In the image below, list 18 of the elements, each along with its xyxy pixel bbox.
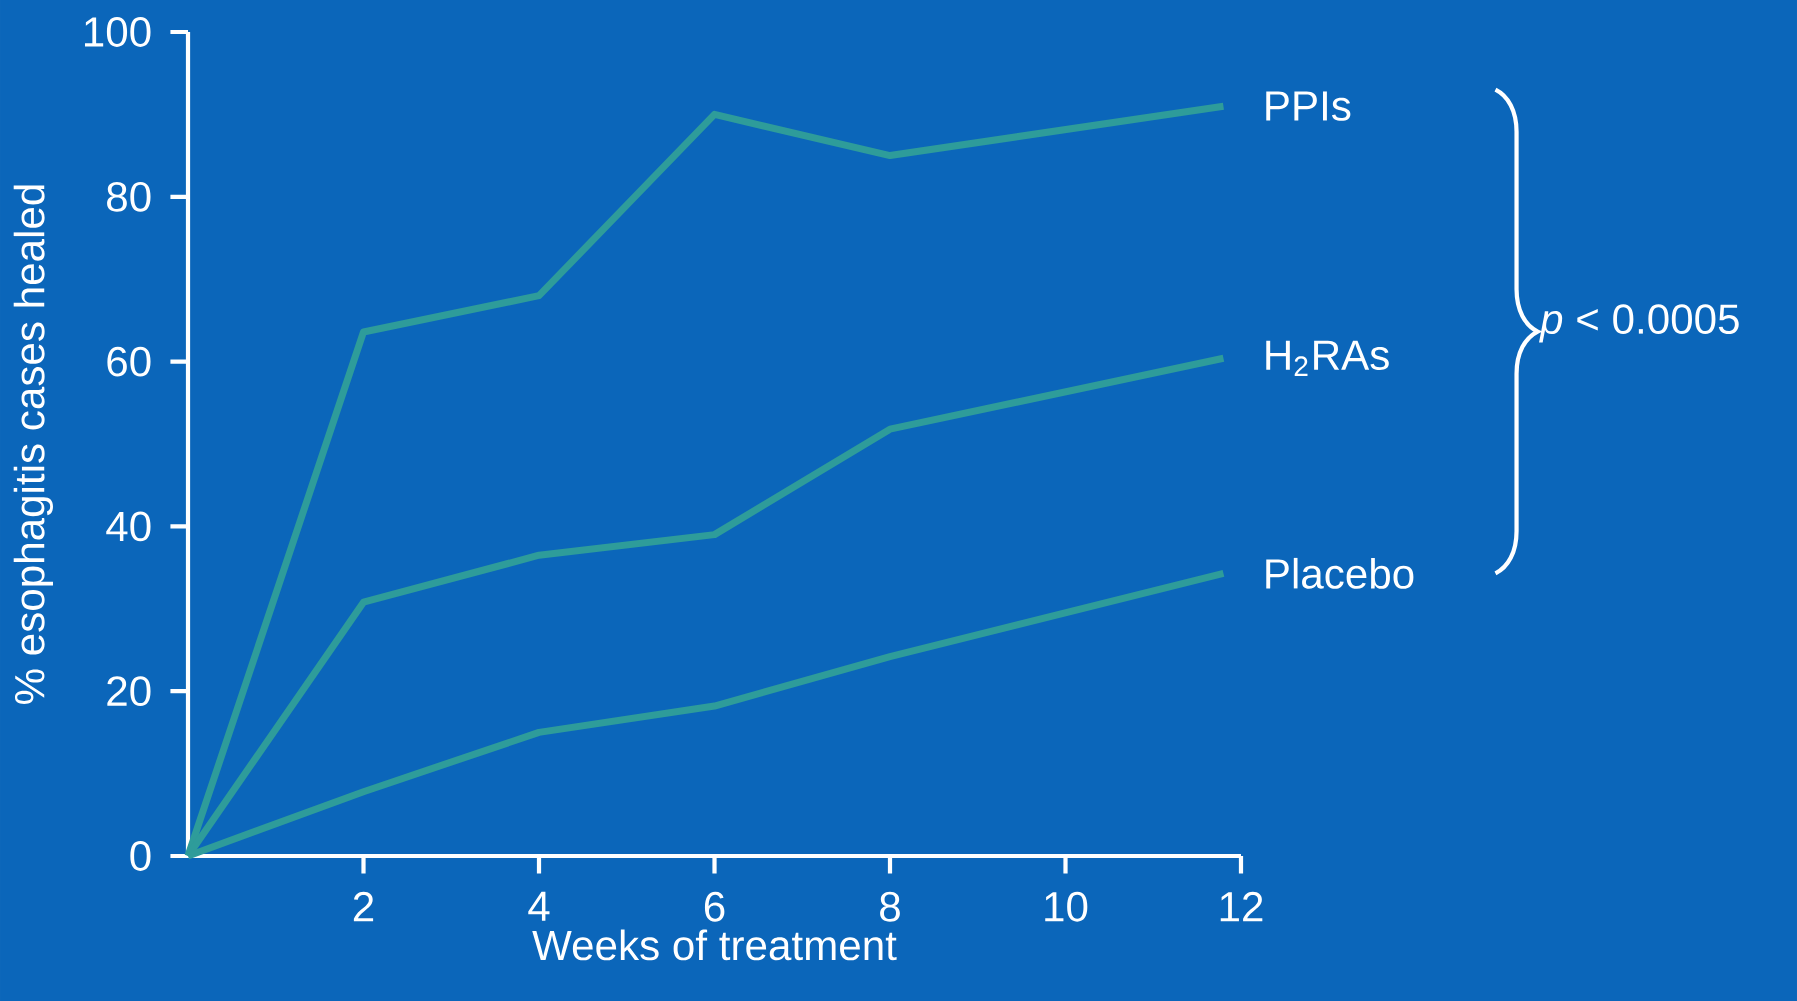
- series-label: H$_{2}$RAs: [1266, 340, 1389, 376]
- y-tick-label: 80: [107, 181, 151, 212]
- x-axis-title: Weeks of treatment: [532, 929, 897, 961]
- y-tick-label: 60: [107, 346, 151, 377]
- y-axis-title: % esophagitis cases healed: [13, 185, 53, 704]
- x-tick-label: 10: [1045, 891, 1088, 922]
- text: p < 0.0005: [1539, 304, 1739, 343]
- series-label: Placebo: [1266, 557, 1414, 589]
- x-tick-label: 2: [353, 891, 374, 922]
- series-label: PPIs: [1266, 91, 1351, 121]
- y-tick-label: 100: [84, 17, 151, 47]
- x-tick-label: 12: [1220, 891, 1263, 922]
- x-tick-label: 6: [704, 891, 725, 922]
- x-tick-label: 4: [528, 891, 550, 921]
- y-tick-label: 20: [107, 676, 151, 707]
- y-tick-label: 0: [130, 841, 151, 871]
- y-tick-label: 40: [106, 511, 151, 542]
- x-tick-label: 8: [880, 891, 900, 922]
